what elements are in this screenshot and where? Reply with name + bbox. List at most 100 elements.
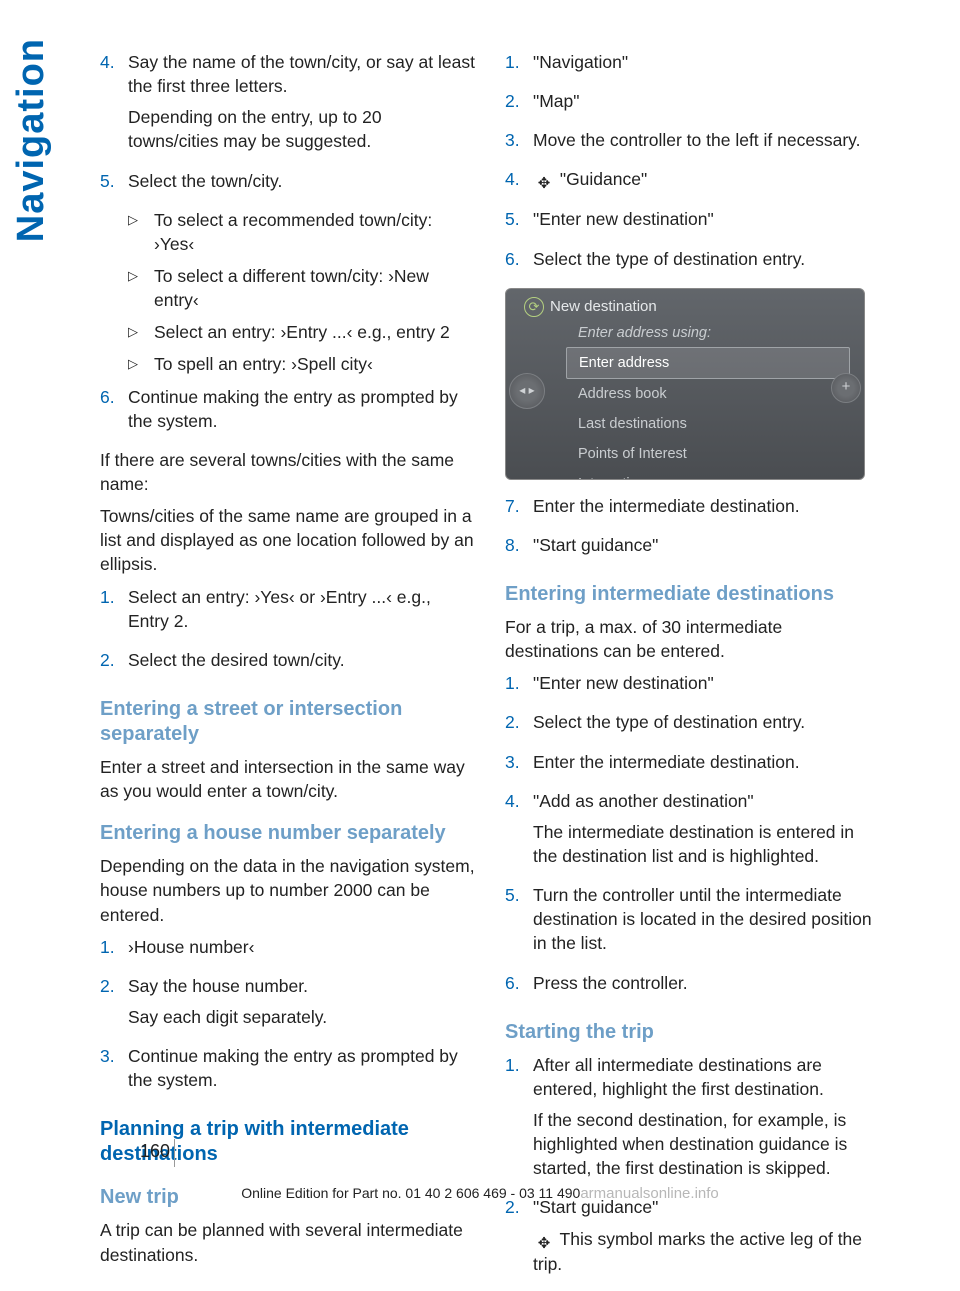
list-number: 1. — [100, 585, 128, 640]
subheading: Entering intermediate destinations — [505, 582, 880, 607]
bullet-icon: ▷ — [128, 208, 154, 256]
list-item: 2.Select the type of destination entry. — [505, 710, 880, 741]
page-number-divider — [174, 1139, 175, 1167]
nav-screen-item: Points of Interest — [506, 439, 864, 469]
bullet-item: ▷To spell an entry: ›Spell city‹ — [128, 352, 475, 376]
list-text: Say each digit separately. — [128, 1005, 475, 1029]
list-number: 3. — [100, 1044, 128, 1099]
list-text: "Add as another destination" — [533, 789, 880, 813]
list-text: Select the type of destination entry. — [533, 710, 880, 734]
left-column: 4. Say the name of the town/city, or say… — [100, 50, 475, 1291]
footer: Online Edition for Part no. 01 40 2 606 … — [0, 1185, 960, 1202]
list-number: 2. — [505, 89, 533, 120]
list-item: 2. Select the desired town/city. — [100, 648, 475, 679]
list-text: If the second destination, for example, … — [533, 1108, 880, 1180]
list-item: 6.Select the type of destination entry. — [505, 247, 880, 278]
list-item: 8."Start guidance" — [505, 533, 880, 564]
list-text: The intermediate destination is entered … — [533, 820, 880, 868]
list-text: Say the name of the town/city, or say at… — [128, 50, 475, 98]
list-item: 6.Press the controller. — [505, 971, 880, 1002]
list-text: Turn the controller until the intermedia… — [533, 883, 880, 955]
subheading: Starting the trip — [505, 1020, 880, 1045]
list-text: "Enter new destination" — [533, 671, 880, 695]
nav-screen-item-selected: Enter address — [566, 347, 850, 379]
list-text: Select the desired town/city. — [128, 648, 475, 672]
nav-screen-title: New destination — [506, 289, 864, 320]
list-item: 1. Select an entry: ›Yes‹ or ›Entry ...‹… — [100, 585, 475, 640]
list-text: Enter the intermediate destination. — [533, 750, 880, 774]
list-number: 1. — [100, 935, 128, 966]
paragraph: Enter a street and intersection in the s… — [100, 755, 475, 803]
list-number: 7. — [505, 494, 533, 525]
list-text: Say the house number. — [128, 974, 475, 998]
list-text: "Navigation" — [533, 50, 880, 74]
list-number: 4. — [505, 167, 533, 199]
subheading: Entering a house number separately — [100, 821, 475, 846]
list-item: 1."Enter new destination" — [505, 671, 880, 702]
nav-screen-item: Last destinations — [506, 409, 864, 439]
list-number: 3. — [505, 128, 533, 159]
list-item: 1.After all intermediate destinations ar… — [505, 1053, 880, 1188]
nav-screen-item: Interactive map — [506, 469, 864, 479]
list-text: ✥ This symbol marks the active leg of th… — [533, 1227, 880, 1276]
list-number: 3. — [505, 750, 533, 781]
footer-text: Online Edition for Part no. 01 40 2 606 … — [241, 1185, 580, 1201]
list-text: Continue making the entry as prompted by… — [128, 1044, 475, 1092]
nav-screen-left-icon: ◂ ▸ — [509, 373, 545, 409]
nav-screen-subtitle: Enter address using: — [506, 319, 864, 347]
paragraph: For a trip, a max. of 30 intermediate de… — [505, 615, 880, 663]
list-item: 2. Say the house number. Say each digit … — [100, 974, 475, 1036]
watermark: armanualsonline.info — [580, 1185, 718, 1202]
list-item: 3.Move the controller to the left if nec… — [505, 128, 880, 159]
list-number: 6. — [505, 247, 533, 278]
list-item: 6. Continue making the entry as prompted… — [100, 385, 475, 440]
bullet-item: ▷To select a different town/city: ›New e… — [128, 264, 475, 312]
list-item: 1."Navigation" — [505, 50, 880, 81]
list-text: "Map" — [533, 89, 880, 113]
list-text: After all intermediate destinations are … — [533, 1053, 880, 1101]
paragraph: A trip can be planned with several inter… — [100, 1218, 475, 1266]
right-column: 1."Navigation" 2."Map" 3.Move the contro… — [505, 50, 880, 1291]
list-number: 5. — [505, 207, 533, 238]
subheading: Entering a street or intersection separa… — [100, 697, 475, 747]
guidance-icon: ✥ — [533, 174, 555, 192]
list-item: 2."Start guidance"✥ This symbol marks th… — [505, 1195, 880, 1282]
bullet-text: To select a different town/city: ›New en… — [154, 264, 475, 312]
bullet-item: ▷To select a recommended town/city: ›Yes… — [128, 208, 475, 256]
list-item: 4.✥ "Guidance" — [505, 167, 880, 199]
list-text: ›House number‹ — [128, 935, 475, 959]
list-text: Continue making the entry as prompted by… — [128, 385, 475, 433]
list-text: "Enter new destination" — [533, 207, 880, 231]
list-number: 4. — [100, 50, 128, 161]
bullet-icon: ▷ — [128, 320, 154, 344]
list-text: Move the controller to the left if neces… — [533, 128, 880, 152]
list-text: Select the town/city. — [128, 169, 475, 193]
bullet-text: To select a recommended town/city: ›Yes‹ — [154, 208, 475, 256]
list-text: "Start guidance" — [533, 533, 880, 557]
list-number: 2. — [505, 710, 533, 741]
list-number: 6. — [100, 385, 128, 440]
bullet-text: To spell an entry: ›Spell city‹ — [154, 352, 475, 376]
page-number: 160 — [140, 1141, 170, 1162]
list-number: 1. — [505, 50, 533, 81]
section-label: Navigation — [10, 38, 53, 242]
list-text: Enter the intermediate destination. — [533, 494, 880, 518]
trip-leg-icon: ✥ — [533, 1234, 555, 1252]
list-text: Press the controller. — [533, 971, 880, 995]
bullet-icon: ▷ — [128, 264, 154, 312]
list-number: 5. — [505, 883, 533, 962]
bullet-item: ▷Select an entry: ›Entry ...‹ e.g., entr… — [128, 320, 475, 344]
nav-screen-item: Address book — [506, 379, 864, 409]
list-text: Select the type of destination entry. — [533, 247, 880, 271]
list-number: 2. — [100, 974, 128, 1036]
list-item: 5."Enter new destination" — [505, 207, 880, 238]
list-number: 6. — [505, 971, 533, 1002]
bullet-text: Select an entry: ›Entry ...‹ e.g., entry… — [154, 320, 475, 344]
list-item: 4."Add as another destination" The interm… — [505, 789, 880, 875]
list-text: Depending on the entry, up to 20 towns/c… — [128, 105, 475, 153]
list-number: 1. — [505, 1053, 533, 1188]
list-number: 2. — [505, 1195, 533, 1282]
list-item: 5.Turn the controller until the intermed… — [505, 883, 880, 962]
list-item: 3.Enter the intermediate destination. — [505, 750, 880, 781]
list-number: 4. — [505, 789, 533, 875]
